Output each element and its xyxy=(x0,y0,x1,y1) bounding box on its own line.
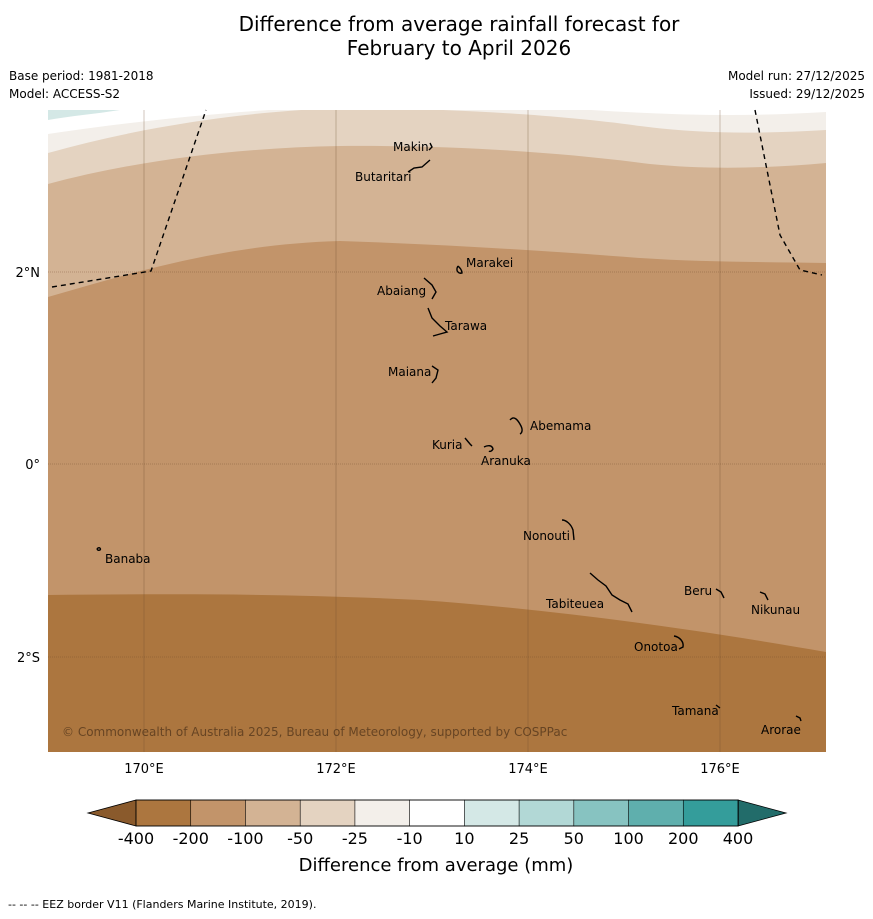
label-tabiteuea: Tabiteuea xyxy=(545,597,604,611)
island-nonouti xyxy=(561,519,575,541)
label-onotoa: Onotoa xyxy=(634,640,678,654)
colorbar-cell xyxy=(299,799,356,827)
map-title: Difference from average rainfall forecas… xyxy=(0,12,873,60)
eez-east xyxy=(754,109,823,276)
colorbar-cell xyxy=(245,799,301,827)
island-kuria xyxy=(464,437,473,447)
lon-label-174: 174°E xyxy=(508,762,548,777)
meta-left: Base period: 1981-2018 Model: ACCESS-S2 xyxy=(9,67,154,103)
label-nikunau: Nikunau xyxy=(751,603,800,617)
colorbar-tick-label: -100 xyxy=(227,829,263,848)
place-labels: Makin Butaritari Marakei Abaiang Tarawa … xyxy=(105,140,801,737)
colorbar-cells xyxy=(135,799,739,827)
island-marakei xyxy=(456,265,463,274)
island-onotoa xyxy=(673,635,684,650)
colorbar-cell xyxy=(190,799,247,827)
label-beru: Beru xyxy=(684,584,712,598)
colorbar-tick-label: 100 xyxy=(613,829,644,848)
issued-date: Issued: 29/12/2025 xyxy=(749,87,865,101)
base-period: Base period: 1981-2018 xyxy=(9,69,154,83)
band-teal-corner xyxy=(48,110,120,120)
band-light xyxy=(48,110,826,184)
colorbar-tick-label: 10 xyxy=(454,829,474,848)
colorbar-frame xyxy=(135,799,739,827)
latitude-labels: 2°N 0° 2°S xyxy=(16,266,41,666)
title-line-1: Difference from average rainfall forecas… xyxy=(238,12,680,36)
colorbar-cell xyxy=(682,799,739,827)
island-aranuka xyxy=(483,444,494,453)
colorbar-cell xyxy=(354,799,411,827)
colorbar-tick-label: -10 xyxy=(397,829,423,848)
colorbar-tick-label: -400 xyxy=(118,829,154,848)
label-abemama: Abemama xyxy=(530,419,591,433)
colorbar-tick-label: -25 xyxy=(342,829,368,848)
colorbar-cell xyxy=(135,799,192,827)
colorbar-cell xyxy=(464,799,520,827)
label-nonouti: Nonouti xyxy=(523,529,570,543)
meta-right: Model run: 27/12/2025 Issued: 29/12/2025 xyxy=(728,67,865,103)
lon-label-172: 172°E xyxy=(316,762,356,777)
graticule xyxy=(48,110,826,752)
colorbar-label: Difference from average (mm) xyxy=(299,855,574,876)
colorbar-cell xyxy=(409,799,466,827)
island-arorae xyxy=(795,715,802,722)
colorbar-cell xyxy=(573,799,630,827)
island-makin xyxy=(428,142,433,151)
label-butaritari: Butaritari xyxy=(355,170,412,184)
colorbar: -400 -200 -100 -50 -25 -10 10 25 50 100 200 400 Dif… xyxy=(86,799,788,876)
lat-label-2n: 2°N xyxy=(16,266,41,281)
colorbar-tick-label: 200 xyxy=(668,829,699,848)
eez-west xyxy=(51,109,207,288)
model-run: Model run: 27/12/2025 xyxy=(727,69,865,83)
longitude-labels: 170°E 172°E 174°E 176°E xyxy=(124,762,740,777)
lat-label-0: 0° xyxy=(25,458,40,473)
island-tamana xyxy=(715,704,721,709)
island-tarawa xyxy=(427,307,449,337)
colorbar-tick-label: 400 xyxy=(723,829,754,848)
label-arorae: Arorae xyxy=(761,723,801,737)
model-name: Model: ACCESS-S2 xyxy=(9,87,121,101)
label-kuria: Kuria xyxy=(432,438,463,452)
island-abemama xyxy=(509,417,523,435)
label-banaba: Banaba xyxy=(105,552,151,566)
eez-border xyxy=(51,109,823,288)
band-lightest xyxy=(48,110,826,153)
label-abaiang: Abaiang xyxy=(377,284,426,298)
label-tamana: Tamana xyxy=(671,704,719,718)
colorbar-tick-label: -50 xyxy=(287,829,313,848)
rainfall-bands xyxy=(48,110,826,752)
eez-footnote: -- -- -- EEZ border V11 (Flanders Marine… xyxy=(8,898,317,911)
island-nikunau xyxy=(759,591,769,601)
colorbar-ticks: -400 -200 -100 -50 -25 -10 10 25 50 100 200 400 xyxy=(118,829,753,848)
band-neutral xyxy=(48,110,826,134)
lon-label-170: 170°E xyxy=(124,762,164,777)
colorbar-under-arrow xyxy=(86,799,137,827)
island-maiana xyxy=(431,365,439,384)
colorbar-tick-label: -200 xyxy=(173,829,209,848)
colorbar-cell xyxy=(628,799,684,827)
title-line-2: February to April 2026 xyxy=(346,36,572,60)
colorbar-cell xyxy=(518,799,575,827)
island-abaiang xyxy=(423,277,437,300)
label-tarawa: Tarawa xyxy=(444,319,487,333)
colorbar-over-arrow xyxy=(737,799,788,827)
island-banaba xyxy=(96,547,102,551)
label-maiana: Maiana xyxy=(388,365,431,379)
island-tabiteuea xyxy=(589,572,633,613)
label-aranuka: Aranuka xyxy=(481,454,531,468)
colorbar-tick-label: 50 xyxy=(564,829,584,848)
lat-label-2s: 2°S xyxy=(17,651,40,666)
island-beru xyxy=(715,588,725,599)
island-outlines xyxy=(96,142,802,722)
lon-label-176: 176°E xyxy=(700,762,740,777)
colorbar-tick-label: 25 xyxy=(509,829,529,848)
label-marakei: Marakei xyxy=(466,256,513,270)
copyright-notice: © Commonwealth of Australia 2025, Bureau… xyxy=(62,725,567,739)
label-makin: Makin xyxy=(393,140,429,154)
island-butaritari xyxy=(407,159,431,173)
